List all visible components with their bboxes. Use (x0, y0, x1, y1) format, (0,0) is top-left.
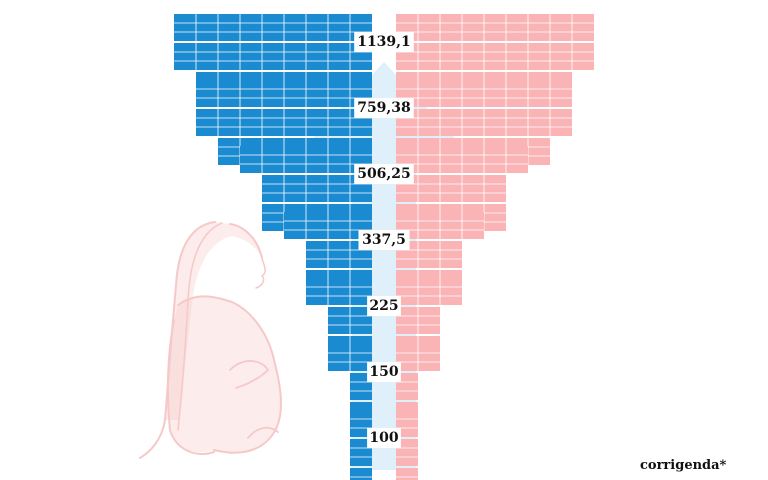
left-bar (350, 468, 372, 480)
level-label-background (354, 32, 414, 52)
right-bar (396, 373, 418, 400)
right-bar (396, 410, 418, 437)
level-label: 337,5 (362, 232, 406, 248)
level-label-background (358, 230, 410, 250)
left-bar (262, 175, 372, 202)
pyramid-level: 100 (350, 410, 418, 480)
corrigenda-link[interactable]: corrigenda* (640, 458, 727, 473)
right-bar (396, 175, 506, 202)
level-label: 759,38 (357, 100, 411, 116)
left-bar (174, 14, 372, 41)
level-label-background (367, 362, 401, 382)
right-bar (396, 43, 594, 70)
left-bar (174, 43, 372, 70)
level-label: 225 (369, 298, 398, 314)
right-bar (396, 278, 462, 305)
left-bar (350, 373, 372, 400)
level-label-background (354, 164, 414, 184)
level-label: 100 (369, 430, 398, 446)
level-label: 506,25 (357, 166, 411, 182)
level-label-background (367, 428, 401, 448)
right-bar (396, 14, 594, 41)
level-label: 1139,1 (357, 34, 411, 50)
level-label: 150 (369, 364, 398, 380)
level-label-background (354, 98, 414, 118)
left-bar (350, 410, 372, 437)
level-label-background (367, 296, 401, 316)
right-bar (396, 468, 418, 480)
left-bar (306, 278, 372, 305)
right-bar (396, 439, 418, 466)
left-bar (350, 439, 372, 466)
